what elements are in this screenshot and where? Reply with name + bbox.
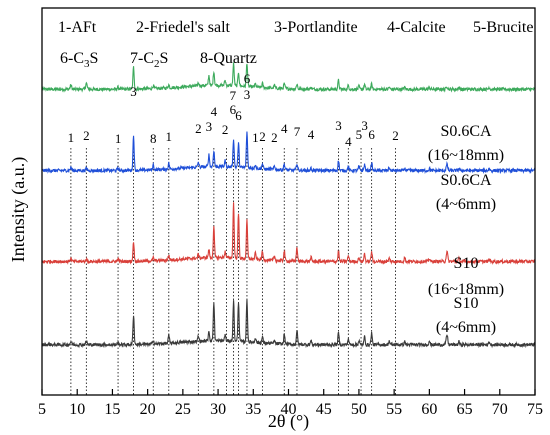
series-label: (4~6mm): [436, 319, 496, 336]
legend-entry: 8-Quartz: [200, 50, 257, 67]
legend-entry-text: 1-AFt: [58, 19, 97, 36]
legend-entry: 5-Brucite: [473, 19, 533, 36]
peak-label: 3: [335, 118, 342, 133]
series-line: [41, 298, 536, 349]
x-tick-label: 25: [175, 401, 191, 418]
legend-entry: 7-C2S: [130, 50, 168, 70]
legend-entry-text: 4-Calcite: [387, 19, 446, 36]
legend-entry-text: 8-Quartz: [200, 50, 257, 67]
peak-label: 2: [392, 128, 399, 143]
legend-entry: 4-Calcite: [387, 19, 446, 36]
series-lines: [41, 62, 536, 349]
peak-label: 3: [244, 87, 251, 102]
x-tick-label: 20: [140, 401, 156, 418]
series-labels: S0.6CA(16~18mm)S0.6CA(4~6mm)S10(16~18mm)…: [428, 123, 504, 336]
series-label: S0.6CA: [440, 123, 492, 140]
peak-label: 6: [235, 108, 242, 123]
x-tick-label: 15: [104, 401, 120, 418]
peak-label: 6: [368, 127, 375, 142]
x-tick-label: 35: [245, 401, 261, 418]
peak-label: 6: [230, 102, 237, 117]
peak-label: 7: [294, 124, 301, 139]
x-axis-ticks: 5 10 15 20 25 30 35 40 45 50 55 60 65 70 75: [38, 389, 543, 418]
legend-entry-subscript: 2: [154, 58, 160, 70]
x-tick-label: 70: [492, 401, 508, 418]
legend-entry: 3-Portlandite: [274, 19, 358, 36]
peak-label: 3: [130, 84, 137, 99]
x-tick-label: 65: [457, 401, 473, 418]
series-label: S0.6CA: [440, 172, 492, 189]
peak-label: 4: [281, 121, 288, 136]
peak-label: 3: [361, 118, 368, 133]
legend-entry-text: 2-Friedel's salt: [136, 19, 231, 36]
x-tick-label: 50: [351, 401, 367, 418]
x-tick-label: 5: [38, 401, 46, 418]
reference-lines: [70, 148, 397, 395]
series-line: [41, 202, 536, 266]
legend-entry-subscript: 3: [84, 58, 90, 70]
peak-label: 1: [252, 130, 259, 145]
legend-entry: 6-C3S: [60, 50, 98, 70]
peak-label: 2: [83, 128, 90, 143]
series-label: (4~6mm): [436, 196, 496, 213]
x-tick-label: 75: [527, 401, 543, 418]
legend-entry-text: 5-Brucite: [473, 19, 533, 36]
series-label: S10: [454, 255, 479, 272]
peak-label: 7: [230, 88, 237, 103]
x-axis-label: 2θ (°): [268, 411, 309, 432]
legend-entry-text: 7-C: [130, 50, 154, 67]
peak-label: 8: [150, 131, 157, 146]
legend: 1-AFt 2-Friedel's salt 3-Portlandite 4-Calc…: [58, 19, 533, 70]
peak-label: 5: [356, 127, 363, 142]
legend-entry-text: 6-C: [60, 50, 84, 67]
legend-entry-suffix: S: [160, 50, 169, 67]
peak-label: 2: [259, 129, 266, 144]
x-tick-label: 30: [210, 401, 226, 418]
series-label: S10: [454, 295, 479, 312]
peak-label: 4: [345, 134, 352, 149]
x-tick-label: 40: [281, 401, 297, 418]
legend-entry: 1-AFt: [58, 19, 97, 36]
series-line: [41, 62, 536, 93]
peak-label: 4: [308, 127, 315, 142]
peak-label: 4: [211, 104, 218, 119]
series-label: (16~18mm): [428, 281, 504, 298]
peak-label: 1: [115, 131, 122, 146]
peak-label: 2: [222, 122, 229, 137]
x-tick-label: 45: [316, 401, 332, 418]
x-tick-label: 55: [386, 401, 402, 418]
peak-label: 3: [206, 119, 213, 134]
x-tick-label: 60: [421, 401, 437, 418]
legend-entry-suffix: S: [90, 50, 99, 67]
x-tick-label: 10: [69, 401, 85, 418]
y-axis-label: Intensity (a.u.): [8, 157, 29, 262]
peak-label: 1: [166, 129, 173, 144]
peak-label: 1: [68, 130, 75, 145]
series-label: (16~18mm): [428, 147, 504, 164]
peak-label: 6: [244, 71, 251, 86]
series-line: [41, 131, 536, 175]
peak-label: 2: [195, 121, 202, 136]
legend-entry: 2-Friedel's salt: [136, 19, 231, 36]
peak-label: 2: [271, 130, 278, 145]
legend-entry-text: 3-Portlandite: [274, 19, 358, 36]
